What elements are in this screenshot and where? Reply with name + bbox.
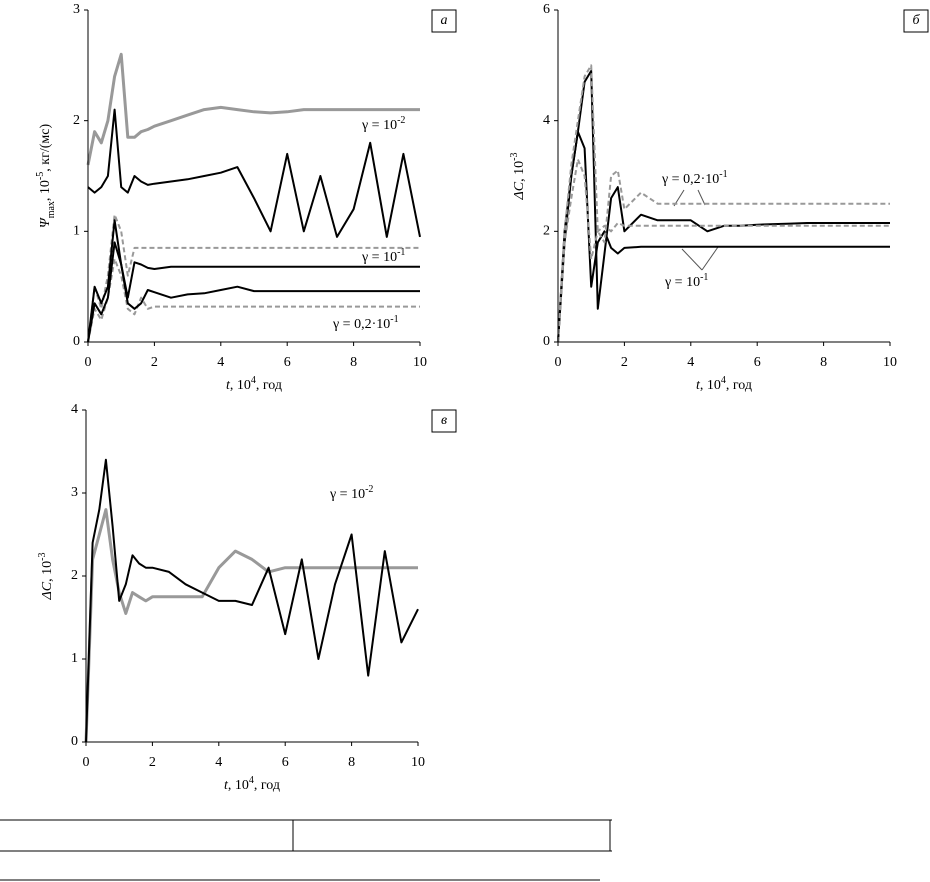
text-part: 4 [721,375,726,386]
text-part: , 10 [40,561,55,582]
x-tick-label: 0 [85,355,92,370]
x-tick-label: 10 [883,355,897,370]
panel-box [431,9,457,33]
x-tick-label: 4 [215,755,222,770]
y-tick-label: 0 [71,734,78,749]
text-part: , 10 [230,378,251,393]
text-part: -5 [35,172,46,180]
y-tick-label: 2 [71,568,78,583]
x-tick-label: 8 [820,355,827,370]
text-part: γ = 10 [361,250,397,265]
series-line [87,241,420,343]
series-line [85,458,419,743]
x-tick-label: 4 [217,355,224,370]
text-part: γ = 10 [329,487,365,502]
text-part: -1 [700,272,708,283]
x-tick-label: 8 [348,755,355,770]
y-tick-label: 3 [73,2,80,17]
series-line [557,69,890,343]
panel-label: в [441,413,447,428]
text-part: Ψ [38,217,53,228]
text-part: -1 [390,314,398,325]
y-tick-label: 2 [543,224,550,239]
x-tick-label: 6 [282,755,289,770]
y-tick-label: 1 [71,651,78,666]
x-tick-label: 4 [687,355,694,370]
text-part: γ = 0,2·10 [661,172,719,187]
text-part: -3 [509,153,520,161]
x-tick-label: 8 [350,355,357,370]
series-line [557,130,890,343]
y-axis-label: ΔC, 10-3 [509,153,527,201]
x-tick-label: 2 [621,355,628,370]
x-tick-label: 10 [411,755,425,770]
text-part: -2 [365,484,373,495]
x-tick-label: 2 [149,755,156,770]
annotation: γ = 0,2·10-1 [332,314,399,332]
x-tick-label: 6 [754,355,761,370]
text-part: , год [726,378,752,393]
y-tick-label: 3 [71,485,78,500]
series-line [87,213,420,343]
series-line [557,64,890,343]
text-part: -1 [719,169,727,180]
annotation: γ = 10-2 [361,115,405,133]
series-line [84,508,418,743]
text-part: , 10 [512,161,527,182]
y-tick-label: 0 [73,334,80,349]
x-tick-label: 6 [284,355,291,370]
y-axis-label: ΔC, 10-3 [37,553,55,601]
x-tick-label: 0 [555,355,562,370]
x-axis-label: t, 104, год [696,375,752,393]
series-line [557,158,890,343]
text-part: ΔC [40,581,55,600]
text-part: t [696,378,701,393]
x-axis-label: t, 104, год [224,775,280,793]
x-tick-label: 0 [83,755,90,770]
series-line [87,219,420,343]
series-line [86,52,420,166]
text-part: -3 [37,553,48,561]
panel-box [431,409,457,433]
panel-label: а [441,13,448,28]
y-tick-label: 6 [543,2,550,17]
text-part: , 10 [38,180,53,201]
table-fragment [0,819,612,881]
text-part: 4 [251,375,256,386]
text-part: t [226,378,231,393]
y-tick-label: 2 [73,113,80,128]
text-part: t [224,778,229,793]
text-part: , 10 [228,778,249,793]
text-part: max [46,201,57,218]
text-part: γ = 0,2·10 [332,317,390,332]
text-part: -2 [397,115,405,126]
x-axis-label: t, 104, год [226,375,282,393]
y-tick-label: 4 [71,402,78,417]
x-tick-label: 2 [151,355,158,370]
text-part: -1 [397,247,405,258]
series-line [87,258,420,343]
text-part: γ = 10 [361,118,397,133]
series-line [87,108,421,238]
annotation: γ = 10-1 [361,247,405,265]
text-part: γ = 10 [664,275,700,290]
text-part: , год [256,378,282,393]
annotation: γ = 10-2 [329,484,373,502]
annotation: γ = 0,2·10-1 [661,169,728,187]
text-part: , 10 [700,378,721,393]
text-part: , кг/(мс) [38,124,53,172]
panel-label: б [912,13,920,28]
annotation: γ = 10-1 [664,272,708,290]
panel-box [903,9,929,33]
text-part: 4 [249,775,254,786]
text-part: ΔC [512,181,527,200]
y-tick-label: 4 [543,113,550,128]
text-part: , год [254,778,280,793]
y-tick-label: 0 [543,334,550,349]
y-axis-label: Ψmax, 10-5, кг/(мс) [35,124,57,229]
y-tick-label: 1 [73,224,80,239]
x-tick-label: 10 [413,355,427,370]
